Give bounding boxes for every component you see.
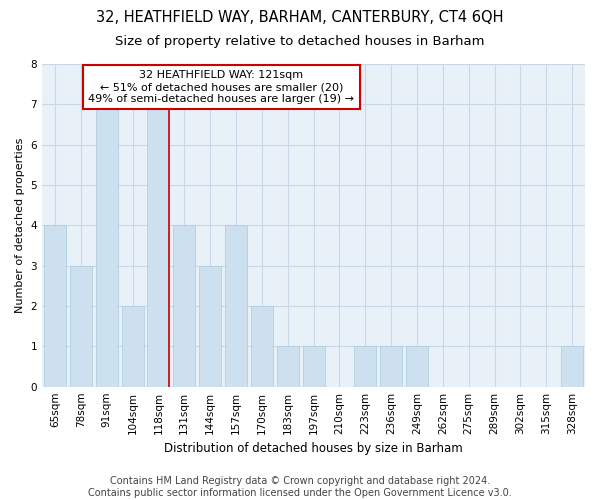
Bar <box>277 346 299 387</box>
Text: 32, HEATHFIELD WAY, BARHAM, CANTERBURY, CT4 6QH: 32, HEATHFIELD WAY, BARHAM, CANTERBURY, … <box>96 10 504 25</box>
Bar <box>70 266 92 386</box>
Bar <box>122 306 143 386</box>
Bar <box>199 266 221 386</box>
Bar <box>44 226 66 386</box>
Text: Contains HM Land Registry data © Crown copyright and database right 2024.
Contai: Contains HM Land Registry data © Crown c… <box>88 476 512 498</box>
Text: 32 HEATHFIELD WAY: 121sqm
← 51% of detached houses are smaller (20)
49% of semi-: 32 HEATHFIELD WAY: 121sqm ← 51% of detac… <box>88 70 354 104</box>
Bar <box>561 346 583 387</box>
Bar <box>380 346 402 387</box>
Y-axis label: Number of detached properties: Number of detached properties <box>15 138 25 313</box>
Bar <box>148 104 169 386</box>
X-axis label: Distribution of detached houses by size in Barham: Distribution of detached houses by size … <box>164 442 463 455</box>
Bar <box>406 346 428 387</box>
Bar <box>251 306 273 386</box>
Text: Size of property relative to detached houses in Barham: Size of property relative to detached ho… <box>115 35 485 48</box>
Bar <box>225 226 247 386</box>
Bar <box>302 346 325 387</box>
Bar <box>95 104 118 386</box>
Bar <box>354 346 376 387</box>
Bar <box>173 226 195 386</box>
